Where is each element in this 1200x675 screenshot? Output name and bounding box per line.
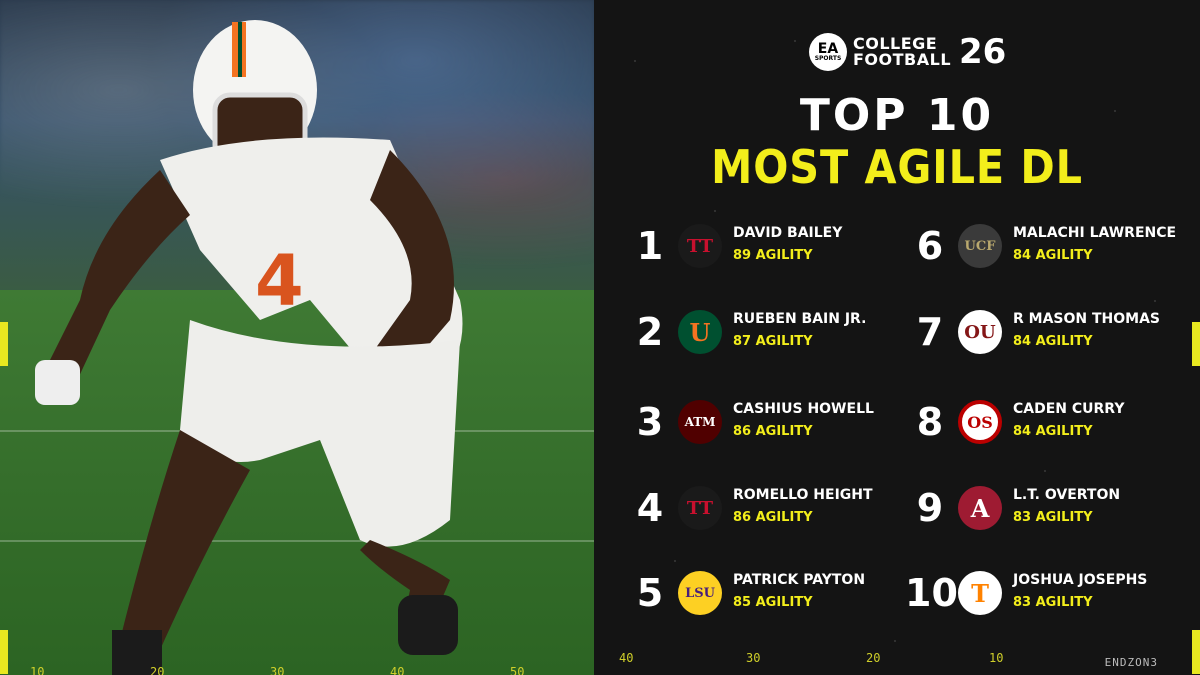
brand-line-1: COLLEGE xyxy=(853,34,938,53)
yard-number: 20 xyxy=(150,665,165,675)
yard-number: 20 xyxy=(866,651,881,665)
tennessee-logo-icon: T xyxy=(958,571,1002,615)
player-agility: 84 AGILITY xyxy=(1013,334,1093,349)
left-accent-tick xyxy=(0,322,8,366)
yard-number: 40 xyxy=(390,665,405,675)
player-agility: 85 AGILITY xyxy=(733,595,813,610)
list-item: 1 TT DAVID BAILEY 89 AGILITY xyxy=(625,222,905,274)
ea-badge-top: EA xyxy=(817,41,839,57)
player-name: L.T. OVERTON xyxy=(1013,487,1121,503)
miami-logo-icon: U xyxy=(678,310,722,354)
right-accent-tick xyxy=(1192,630,1200,674)
oklahoma-logo-icon: OU xyxy=(958,310,1002,354)
rank-number: 6 xyxy=(916,224,944,268)
player-agility: 87 AGILITY xyxy=(733,334,813,349)
list-item: 4 TT ROMELLO HEIGHT 86 AGILITY xyxy=(625,484,905,536)
texas-tech-logo-icon: TT xyxy=(678,486,722,530)
yard-number: 40 xyxy=(619,651,634,665)
list-item: 6 UCF MALACHI LAWRENCE 84 AGILITY xyxy=(905,222,1177,274)
list-item: 2 U RUEBEN BAIN JR. 87 AGILITY xyxy=(625,308,905,360)
brand-number: 26 xyxy=(959,32,1007,72)
ea-sports-badge: EA SPORTS xyxy=(809,33,847,71)
yard-number: 10 xyxy=(30,665,45,675)
yard-number: 10 xyxy=(989,651,1004,665)
rank-number: 7 xyxy=(916,310,944,354)
left-accent-tick xyxy=(0,630,8,674)
rank-number: 8 xyxy=(916,400,944,444)
player-agility: 89 AGILITY xyxy=(733,248,813,263)
player-silhouette: 4 xyxy=(35,20,463,675)
yard-number: 30 xyxy=(270,665,285,675)
player-agility: 83 AGILITY xyxy=(1013,595,1093,610)
rank-number: 4 xyxy=(636,486,664,530)
list-item: 8 OS CADEN CURRY 84 AGILITY xyxy=(905,398,1175,450)
yard-number: 30 xyxy=(746,651,761,665)
rank-number: 10 xyxy=(905,571,958,615)
player-agility: 86 AGILITY xyxy=(733,510,813,525)
right-accent-tick xyxy=(1192,322,1200,366)
rank-number: 5 xyxy=(636,571,664,615)
list-item: 10 T JOSHUA JOSEPHS 83 AGILITY xyxy=(905,569,1175,621)
player-name: PATRICK PAYTON xyxy=(733,572,866,588)
watermark: ENDZON3 xyxy=(1104,656,1158,669)
player-name: CASHIUS HOWELL xyxy=(733,401,874,417)
rank-number: 2 xyxy=(636,310,664,354)
rank-number: 3 xyxy=(636,400,664,444)
player-name: RUEBEN BAIN JR. xyxy=(733,311,867,327)
player-name: R MASON THOMAS xyxy=(1013,311,1161,327)
texas-am-logo-icon: ATM xyxy=(678,400,722,444)
player-photo: 4 10 20 30 40 50 xyxy=(0,0,594,675)
ea-badge-bottom: SPORTS xyxy=(814,55,842,62)
game-logo: EA SPORTS COLLEGE FOOTBALL 26 xyxy=(809,33,1006,71)
ohio-state-logo-icon: OS xyxy=(958,400,1002,444)
player-name: DAVID BAILEY xyxy=(733,225,843,241)
yard-number: 50 xyxy=(510,665,525,675)
player-name: ROMELLO HEIGHT xyxy=(733,487,873,503)
title-main: MOST AGILE DL xyxy=(711,140,1083,194)
ucf-logo-icon: UCF xyxy=(958,224,1002,268)
rank-number: 9 xyxy=(916,486,944,530)
texas-tech-logo-icon: TT xyxy=(678,224,722,268)
player-name: MALACHI LAWRENCE xyxy=(1013,225,1177,241)
field-stripe xyxy=(0,540,594,542)
player-name: CADEN CURRY xyxy=(1013,401,1125,417)
list-item: 3 ATM CASHIUS HOWELL 86 AGILITY xyxy=(625,398,905,450)
list-item: 7 OU R MASON THOMAS 84 AGILITY xyxy=(905,308,1175,360)
svg-text:4: 4 xyxy=(255,240,304,322)
player-agility: 84 AGILITY xyxy=(1013,248,1093,263)
player-name: JOSHUA JOSEPHS xyxy=(1013,572,1148,588)
lsu-logo-icon: LSU xyxy=(678,571,722,615)
player-agility: 84 AGILITY xyxy=(1013,424,1093,439)
list-item: 5 LSU PATRICK PAYTON 85 AGILITY xyxy=(625,569,905,621)
title-top: TOP 10 xyxy=(799,90,995,141)
brand-wordmark: COLLEGE FOOTBALL xyxy=(853,36,951,68)
player-agility: 83 AGILITY xyxy=(1013,510,1093,525)
brand-line-2: FOOTBALL xyxy=(853,50,952,69)
list-item: 9 A L.T. OVERTON 83 AGILITY xyxy=(905,484,1175,536)
rank-number: 1 xyxy=(636,224,664,268)
player-agility: 86 AGILITY xyxy=(733,424,813,439)
alabama-logo-icon: A xyxy=(958,486,1002,530)
